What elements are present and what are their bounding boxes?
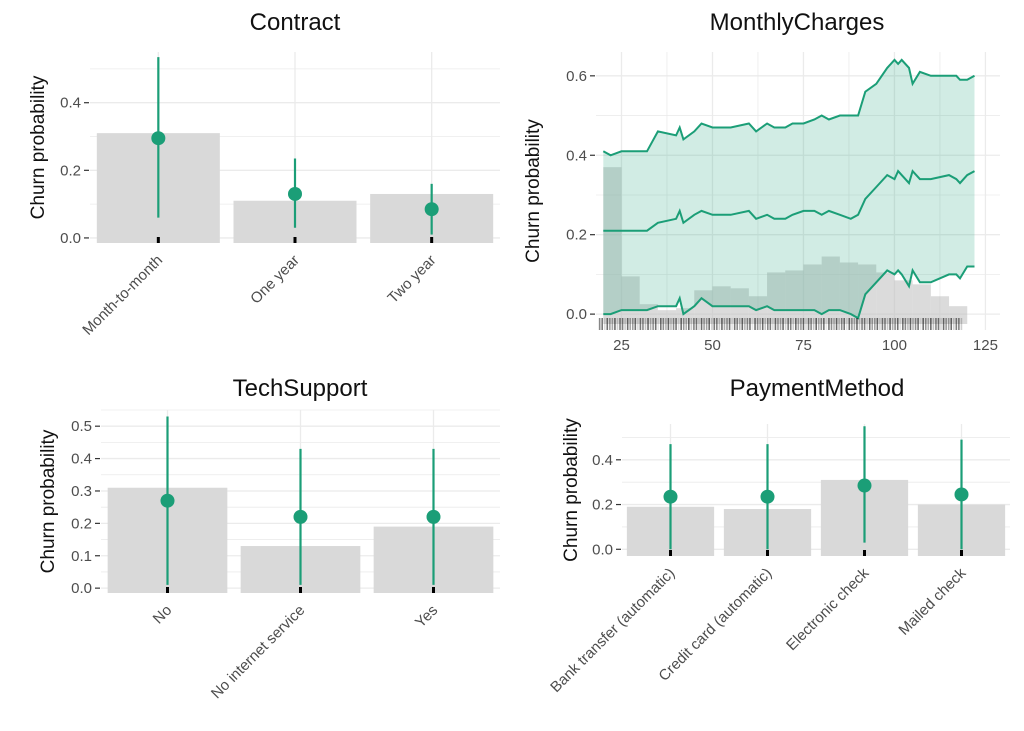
series-line-median [603, 169, 975, 232]
series-line-lower [603, 265, 975, 320]
histogram-bar [767, 272, 786, 324]
chart-title: Contract [250, 9, 341, 36]
data-point [293, 509, 308, 524]
y-tick-label: 0.2 [71, 515, 92, 532]
x-tick-label: 125 [973, 337, 998, 354]
y-tick-label: 0.2 [592, 497, 613, 514]
y-tick-label: 0.0 [71, 580, 92, 597]
histogram-bar [603, 167, 622, 324]
y-axis-label: Churn probability [38, 429, 59, 573]
data-point [160, 493, 175, 508]
x-tick-label: 25 [613, 337, 630, 354]
data-point [426, 509, 441, 524]
chart-panel-monthlycharges: 0.0 0.2 0.4 0.6 25 50 75 100 125 MonthlyCharges Ch… [523, 9, 1000, 354]
x-tick-label: No [150, 602, 176, 628]
y-tick-label: 0.3 [71, 483, 92, 500]
data-point [663, 489, 678, 504]
y-axis-label: Churn probability [561, 418, 582, 562]
chart-title: TechSupport [233, 375, 368, 402]
x-tick-label: Month-to-month [79, 252, 166, 339]
y-axis-label: Churn probability [523, 119, 544, 263]
data-point [954, 487, 969, 502]
x-tick-label: Two year [384, 252, 439, 307]
histogram-bar [821, 256, 840, 324]
x-tick-label: Yes [412, 602, 441, 631]
x-tick-label: Credit card (automatic) [655, 565, 775, 685]
data-point [857, 478, 872, 493]
histogram-bar [657, 310, 677, 324]
y-tick-label: 0.1 [71, 548, 92, 565]
chart-title: PaymentMethod [730, 375, 905, 402]
confidence-band [603, 59, 975, 319]
data-point [288, 186, 302, 201]
data-point [151, 131, 166, 146]
histogram-bar [876, 272, 895, 324]
histogram-bar [949, 306, 968, 324]
histogram-bar [894, 280, 913, 324]
x-tick-label: 75 [795, 337, 812, 354]
series-line-upper [602, 58, 975, 157]
y-tick-label: 0.0 [566, 306, 587, 323]
rug [598, 318, 963, 330]
x-tick-label: One year [247, 252, 303, 308]
histogram-bar [912, 284, 931, 324]
y-tick-label: 0.4 [592, 452, 613, 469]
y-tick-label: 0.0 [592, 541, 613, 558]
y-tick-label: 0.4 [566, 147, 587, 164]
y-tick-label: 0.4 [60, 95, 81, 112]
y-tick-label: 0.6 [566, 68, 587, 85]
x-tick-label: Electronic check [783, 564, 873, 654]
histogram-bar [839, 262, 859, 324]
chart-title: MonthlyCharges [710, 9, 885, 36]
x-tick-label: 100 [882, 337, 907, 354]
histogram-bar [858, 264, 877, 324]
y-tick-label: 0.0 [60, 230, 81, 247]
x-tick-label: 50 [704, 337, 721, 354]
histogram-bar [694, 290, 713, 324]
histogram-bar [621, 276, 640, 324]
y-tick-label: 0.2 [566, 227, 587, 244]
data-point [424, 202, 439, 217]
y-tick-label: 0.5 [71, 418, 92, 435]
data-point [760, 489, 775, 504]
x-tick-label: No internet service [208, 602, 308, 702]
histogram-bar [930, 296, 950, 324]
y-axis-label: Churn probability [28, 75, 49, 219]
chart-panel-techsupport: 0.0 0.1 0.2 0.3 0.4 0.5 No No internet service Y… [38, 375, 500, 702]
histogram-bar [712, 286, 731, 324]
y-tick-label: 0.4 [71, 451, 92, 468]
x-tick-label: Mailed check [895, 564, 969, 638]
chart-panel-contract: 0.0 0.2 0.4 Month-to-month One year Two year C… [28, 9, 500, 339]
y-tick-label: 0.2 [60, 162, 81, 179]
